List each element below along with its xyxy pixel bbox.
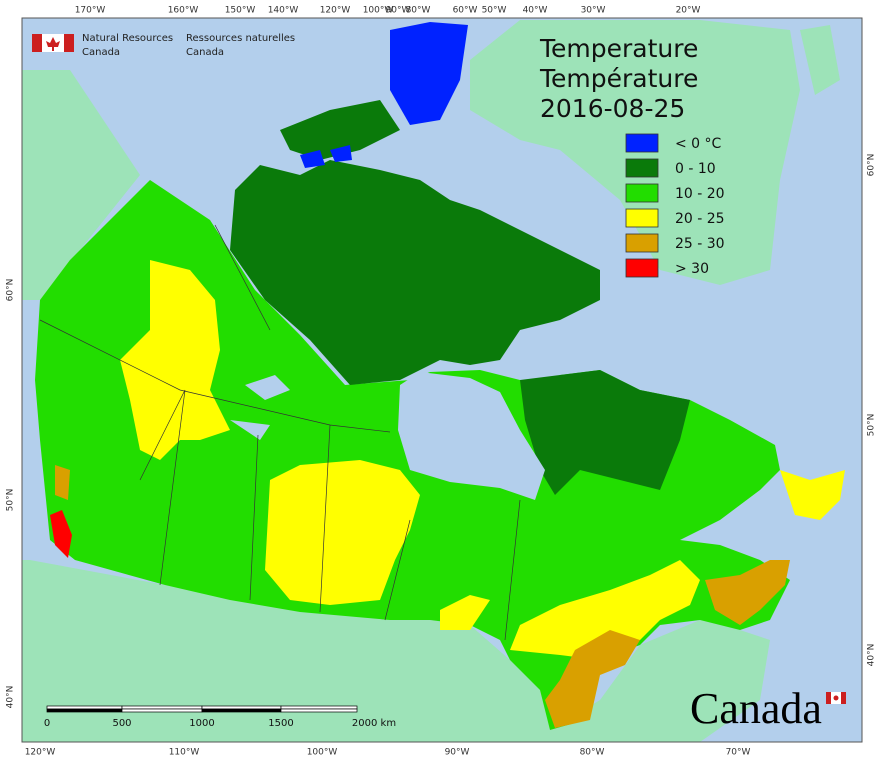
graticule-label: 80°W — [406, 6, 431, 16]
legend-label: 20 - 25 — [675, 211, 725, 227]
wordmark-flag — [841, 692, 846, 704]
scale-segment — [121, 705, 203, 710]
graticule-label: 60°N — [6, 279, 16, 302]
newfoundland-warm — [780, 470, 845, 520]
graticule-label: 40°N — [6, 686, 16, 709]
title: Temperature — [539, 34, 698, 63]
graticule-label: 120°W — [320, 6, 351, 16]
nrcan-flag — [32, 34, 74, 52]
legend-label: 25 - 30 — [675, 236, 725, 252]
graticule-label: 170°W — [75, 6, 106, 16]
scale-label: 0 — [44, 718, 50, 729]
graticule-label: 30°W — [581, 6, 606, 16]
scale-segment — [201, 705, 282, 710]
date: 2016-08-25 — [540, 94, 685, 123]
overlay: < 0 °C 0 - 10 10 - 20 20 - 25 25 - 30 > 30 170… — [6, 6, 877, 758]
bc-interior-warm — [120, 260, 230, 460]
legend-label: 0 - 10 — [675, 161, 716, 177]
wordmark-flag — [826, 692, 831, 704]
graticule-label: 80°W — [580, 748, 605, 758]
legend-label: 10 - 20 — [675, 186, 725, 202]
graticule-label: 150°W — [225, 6, 256, 16]
graticule-label: 90°W — [386, 6, 411, 16]
usa — [22, 560, 770, 742]
scale-segment — [46, 708, 123, 713]
legend-swatch — [625, 208, 659, 228]
scale-label: 1500 — [268, 718, 293, 729]
scale-label: 2000 km — [352, 718, 396, 729]
graticule-label: 40°W — [523, 6, 548, 16]
wordmark: Canada — [690, 684, 822, 733]
graticule-label: 50°N — [6, 489, 16, 512]
graticule-label: 90°W — [445, 748, 470, 758]
ontario-warm — [440, 595, 490, 630]
arctic-islands — [230, 160, 600, 385]
legend-swatch — [625, 258, 659, 278]
org-fr: Canada — [186, 47, 224, 58]
greenland — [470, 20, 800, 285]
scale-segment — [280, 705, 358, 710]
graticule-label: 100°W — [307, 748, 338, 758]
east-warm — [510, 560, 700, 660]
scale-segment — [280, 708, 358, 713]
graticule-label: 100°W — [363, 6, 394, 16]
graticule-label: 20°W — [676, 6, 701, 16]
wordmark-flag — [833, 695, 839, 701]
scale-segment — [121, 708, 203, 713]
hudson-bay — [398, 372, 545, 500]
legend-swatch — [625, 183, 659, 203]
scale-label: 500 — [112, 718, 131, 729]
graticule-label: 50°W — [482, 6, 507, 16]
legend-swatch — [625, 133, 659, 153]
org-fr: Ressources naturelles — [186, 33, 295, 44]
scale-segment — [201, 708, 282, 713]
graticule-label: 50°N — [867, 414, 877, 437]
bc-hottest — [50, 510, 72, 558]
ellesmere-cold — [390, 22, 468, 125]
scale-segment — [46, 705, 123, 710]
legend-label: < 0 °C — [675, 136, 722, 152]
quebec-north — [520, 370, 690, 495]
bc-hot — [55, 465, 70, 500]
graticule-label: 60°N — [867, 154, 877, 177]
graticule-label: 60°W — [453, 6, 478, 16]
scale-label: 1000 — [189, 718, 214, 729]
graticule-label: 160°W — [168, 6, 199, 16]
frame — [21, 17, 863, 743]
arctic-north — [280, 100, 400, 160]
legend-label: > 30 — [675, 261, 709, 277]
graticule-label: 70°W — [726, 748, 751, 758]
lakes — [230, 375, 290, 440]
graticule-label: 120°W — [25, 748, 56, 758]
cold-patches — [300, 145, 352, 168]
graticule-label: 40°N — [867, 644, 877, 667]
org-en: Canada — [82, 47, 120, 58]
graticule-label: 140°W — [268, 6, 299, 16]
legend-swatch — [625, 233, 659, 253]
map-body — [22, 18, 862, 742]
maritimes-hot — [705, 560, 790, 625]
alaska — [22, 70, 140, 300]
graticule-label: 110°W — [169, 748, 200, 758]
iceland — [800, 25, 840, 95]
borders — [39, 224, 521, 641]
org-en: Natural Resources — [82, 33, 173, 44]
legend-swatch — [625, 158, 659, 178]
title: Température — [539, 64, 698, 93]
prairies-warm — [265, 460, 420, 605]
southern-ontario-hot — [545, 630, 640, 728]
